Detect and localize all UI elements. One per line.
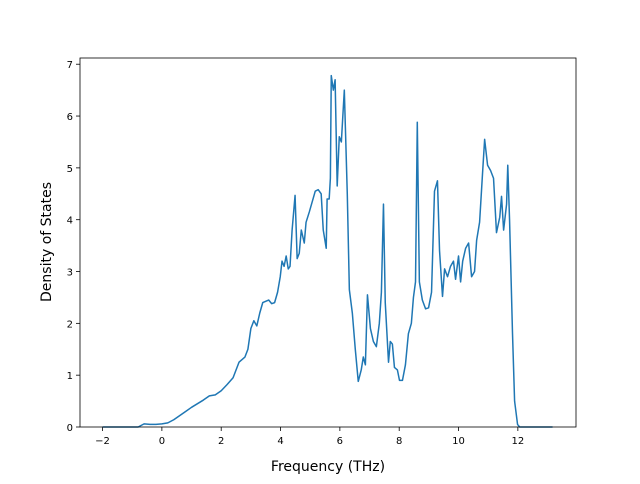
y-tick-label: 7 xyxy=(67,60,73,71)
x-tick-label: 12 xyxy=(511,436,524,447)
plot-frame xyxy=(79,57,577,428)
x-tick-label: 0 xyxy=(159,436,165,447)
x-tick-label: 8 xyxy=(396,436,402,447)
x-tick-label: 4 xyxy=(277,436,283,447)
x-tick-label: 10 xyxy=(452,436,465,447)
y-tick-label: 0 xyxy=(67,423,73,434)
y-tick-label: 3 xyxy=(67,268,73,279)
x-tick-label: 6 xyxy=(337,436,343,447)
y-axis-label: Density of States xyxy=(39,182,55,302)
y-tick-label: 5 xyxy=(67,164,73,175)
x-axis-label: Frequency (THz) xyxy=(271,459,385,475)
x-tick-label: 2 xyxy=(218,436,224,447)
y-tick-label: 2 xyxy=(67,319,73,330)
y-tick-label: 4 xyxy=(67,216,73,227)
y-tick-label: 1 xyxy=(67,371,73,382)
x-tick-label: −2 xyxy=(95,436,110,447)
line-series xyxy=(102,74,553,428)
y-tick-label: 6 xyxy=(67,112,73,123)
